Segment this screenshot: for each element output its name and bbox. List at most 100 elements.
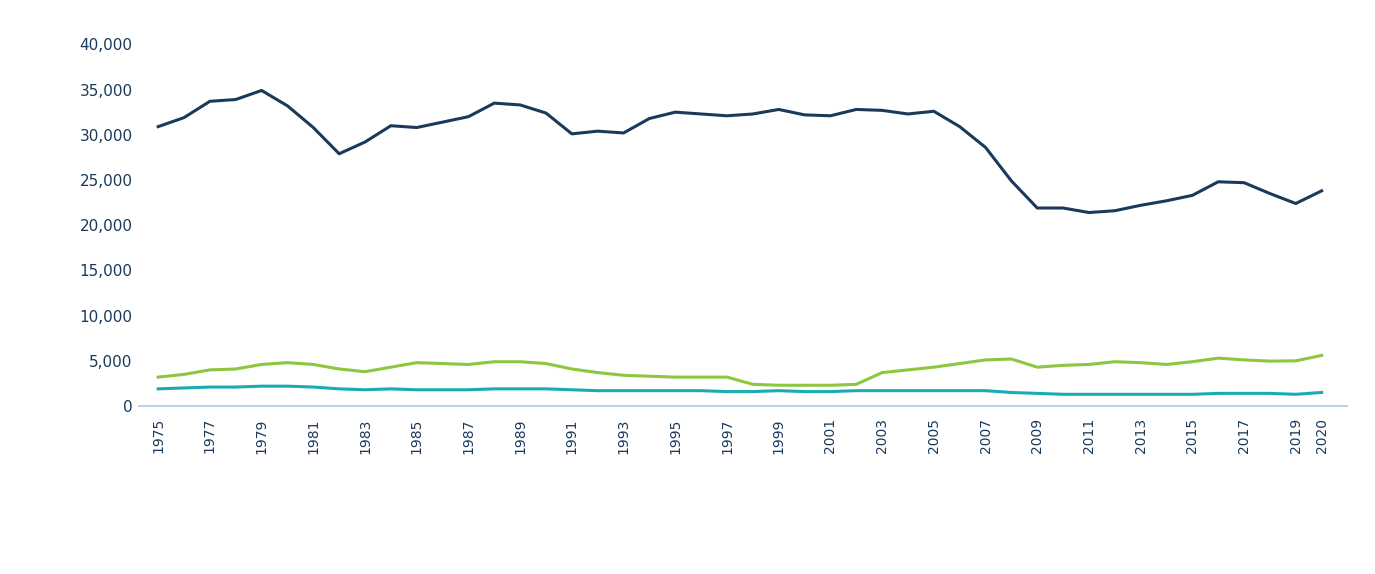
Motorcycles [1081, 361, 1097, 368]
Motorcycles [616, 372, 632, 379]
All Passenger Vehicles [356, 138, 373, 145]
All Other Vehicles [150, 385, 166, 392]
All Other Vehicles [382, 385, 399, 392]
All Other Vehicles [848, 387, 865, 394]
Motorcycles [485, 358, 502, 365]
All Passenger Vehicles [512, 102, 528, 108]
All Passenger Vehicles [485, 100, 502, 107]
All Passenger Vehicles [408, 124, 425, 131]
Motorcycles [719, 374, 736, 381]
All Passenger Vehicles [1028, 204, 1045, 211]
All Passenger Vehicles [770, 106, 786, 113]
All Other Vehicles [1158, 391, 1174, 398]
Motorcycles [667, 374, 683, 381]
All Other Vehicles [461, 386, 477, 393]
Motorcycles [1107, 358, 1123, 365]
All Other Vehicles [719, 388, 736, 395]
All Passenger Vehicles [745, 111, 762, 118]
All Other Vehicles [951, 387, 968, 394]
Motorcycles [279, 359, 296, 366]
Motorcycles [1028, 364, 1045, 371]
Motorcycles [770, 382, 786, 389]
All Passenger Vehicles [331, 150, 348, 157]
Motorcycles [356, 369, 373, 375]
Motorcycles [951, 360, 968, 367]
All Passenger Vehicles [434, 119, 451, 126]
All Passenger Vehicles [461, 113, 477, 120]
All Passenger Vehicles [253, 87, 270, 94]
Motorcycles [745, 381, 762, 388]
All Other Vehicles [279, 383, 296, 390]
All Other Vehicles [667, 387, 683, 394]
All Passenger Vehicles [951, 123, 968, 130]
All Passenger Vehicles [719, 113, 736, 119]
All Other Vehicles [356, 386, 373, 393]
Motorcycles [176, 371, 192, 378]
Motorcycles [434, 360, 451, 367]
Motorcycles [512, 358, 528, 365]
All Passenger Vehicles [305, 124, 322, 131]
Motorcycles [1133, 359, 1150, 366]
All Passenger Vehicles [667, 108, 683, 115]
Line: All Other Vehicles: All Other Vehicles [158, 386, 1321, 394]
All Other Vehicles [1107, 391, 1123, 398]
Motorcycles [461, 361, 477, 368]
All Other Vehicles [253, 383, 270, 390]
Motorcycles [796, 382, 813, 389]
All Passenger Vehicles [1287, 200, 1303, 207]
All Passenger Vehicles [978, 144, 994, 151]
Motorcycles [899, 366, 916, 373]
All Other Vehicles [408, 386, 425, 393]
All Other Vehicles [1262, 390, 1279, 397]
All Other Vehicles [1184, 391, 1200, 398]
All Passenger Vehicles [925, 108, 942, 115]
Motorcycles [538, 360, 554, 367]
All Other Vehicles [227, 383, 243, 390]
All Other Vehicles [202, 383, 219, 390]
All Passenger Vehicles [796, 111, 813, 118]
All Other Vehicles [176, 385, 192, 391]
All Passenger Vehicles [1236, 179, 1253, 186]
Motorcycles [331, 366, 348, 373]
Motorcycles [1158, 361, 1174, 368]
All Other Vehicles [512, 385, 528, 392]
All Other Vehicles [564, 386, 580, 393]
Motorcycles [1262, 358, 1279, 364]
All Passenger Vehicles [616, 130, 632, 137]
Motorcycles [1210, 355, 1226, 362]
All Passenger Vehicles [1081, 209, 1097, 216]
All Other Vehicles [899, 387, 916, 394]
All Other Vehicles [822, 388, 839, 395]
All Passenger Vehicles [1313, 187, 1330, 194]
Motorcycles [408, 359, 425, 366]
All Passenger Vehicles [1004, 177, 1020, 184]
All Passenger Vehicles [899, 111, 916, 118]
Line: All Passenger Vehicles: All Passenger Vehicles [158, 91, 1321, 212]
All Passenger Vehicles [538, 110, 554, 117]
Motorcycles [150, 374, 166, 381]
Motorcycles [693, 374, 710, 381]
All Other Vehicles [485, 385, 502, 392]
All Other Vehicles [745, 388, 762, 395]
Motorcycles [1055, 362, 1071, 369]
All Passenger Vehicles [1210, 179, 1226, 185]
All Other Vehicles [641, 387, 657, 394]
Motorcycles [590, 369, 606, 376]
Motorcycles [925, 364, 942, 371]
Motorcycles [1004, 355, 1020, 362]
All Other Vehicles [978, 387, 994, 394]
All Passenger Vehicles [176, 114, 192, 121]
Line: Motorcycles: Motorcycles [158, 355, 1321, 385]
Motorcycles [202, 366, 219, 373]
All Passenger Vehicles [1184, 192, 1200, 199]
All Other Vehicles [1236, 390, 1253, 397]
Motorcycles [1184, 358, 1200, 365]
All Passenger Vehicles [150, 123, 166, 130]
All Passenger Vehicles [693, 111, 710, 118]
Motorcycles [382, 364, 399, 371]
All Other Vehicles [1028, 390, 1045, 397]
All Other Vehicles [1287, 391, 1303, 398]
Motorcycles [305, 361, 322, 368]
All Other Vehicles [434, 386, 451, 393]
All Passenger Vehicles [1133, 202, 1150, 209]
